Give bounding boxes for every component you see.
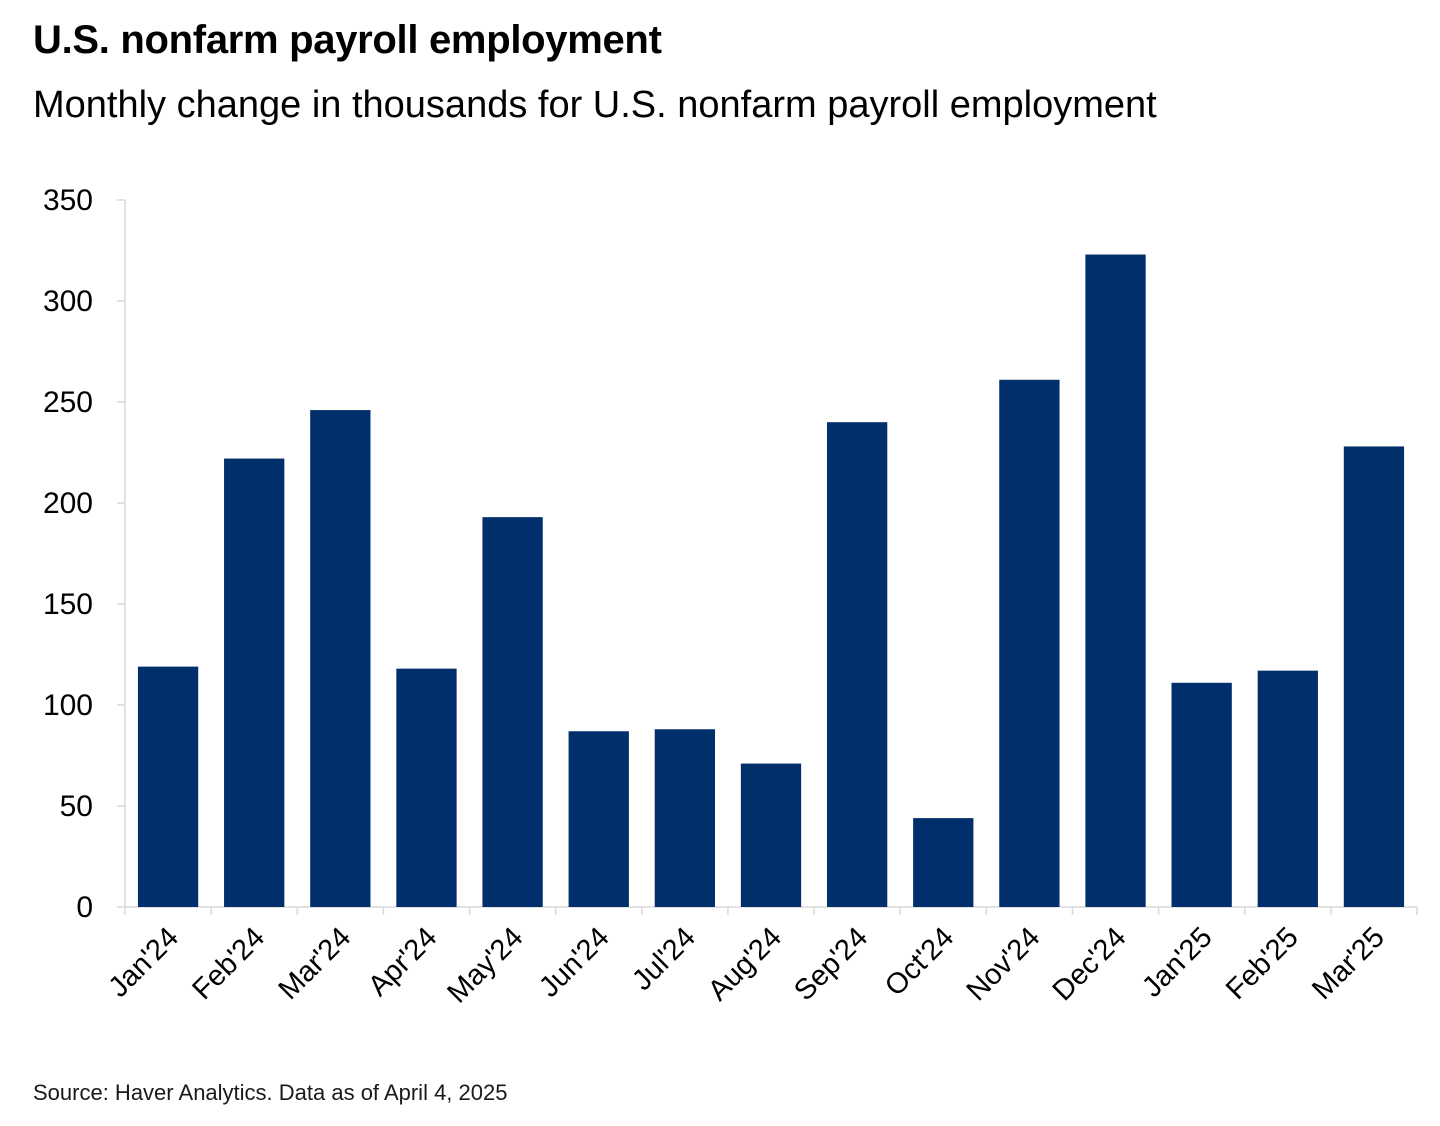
x-tick-label: Aug'24 — [702, 921, 788, 1007]
chart-subtitle: Monthly change in thousands for U.S. non… — [33, 84, 1157, 126]
source-note: Source: Haver Analytics. Data as of Apri… — [33, 1080, 508, 1105]
x-tick-label: Feb'24 — [186, 921, 271, 1006]
x-tick-label: Jan'24 — [103, 921, 185, 1003]
bar — [1085, 254, 1146, 908]
bar — [310, 410, 371, 907]
bar — [740, 763, 802, 907]
bar — [913, 818, 974, 907]
x-tick-label: Mar'24 — [273, 921, 358, 1006]
y-tick-label: 250 — [43, 386, 93, 419]
x-tick-label: Nov'24 — [961, 921, 1047, 1007]
x-tick-label: Oct'24 — [879, 921, 960, 1002]
x-tick-label: Jan'25 — [1136, 921, 1218, 1003]
x-tick-label: Dec'24 — [1047, 921, 1133, 1007]
y-tick-label: 50 — [60, 790, 93, 823]
x-tick-label: Jun'24 — [533, 921, 615, 1003]
x-tick-label: Sep'24 — [788, 921, 874, 1007]
bar — [654, 729, 716, 907]
bar — [396, 668, 457, 907]
y-tick-label: 100 — [43, 689, 93, 722]
bar — [826, 422, 888, 907]
y-tick-label: 0 — [76, 891, 93, 924]
bar — [1171, 682, 1232, 907]
x-tick-label: May'24 — [441, 921, 529, 1009]
x-tick-label: Apr'24 — [362, 921, 443, 1002]
bar — [137, 666, 199, 907]
y-tick-label: 350 — [43, 184, 93, 217]
bar — [1343, 446, 1405, 907]
x-tick-label: Jul'24 — [626, 921, 702, 997]
x-tick-label: Feb'25 — [1220, 921, 1305, 1006]
bar — [482, 517, 543, 907]
bar — [999, 379, 1060, 907]
y-tick-label: 150 — [43, 588, 93, 621]
bar — [1257, 670, 1318, 907]
x-tick-label: Mar'25 — [1306, 921, 1391, 1006]
bar — [568, 731, 629, 907]
bar — [224, 458, 285, 907]
y-tick-label: 300 — [43, 285, 93, 318]
chart-title: U.S. nonfarm payroll employment — [33, 18, 662, 62]
y-tick-label: 200 — [43, 487, 93, 520]
